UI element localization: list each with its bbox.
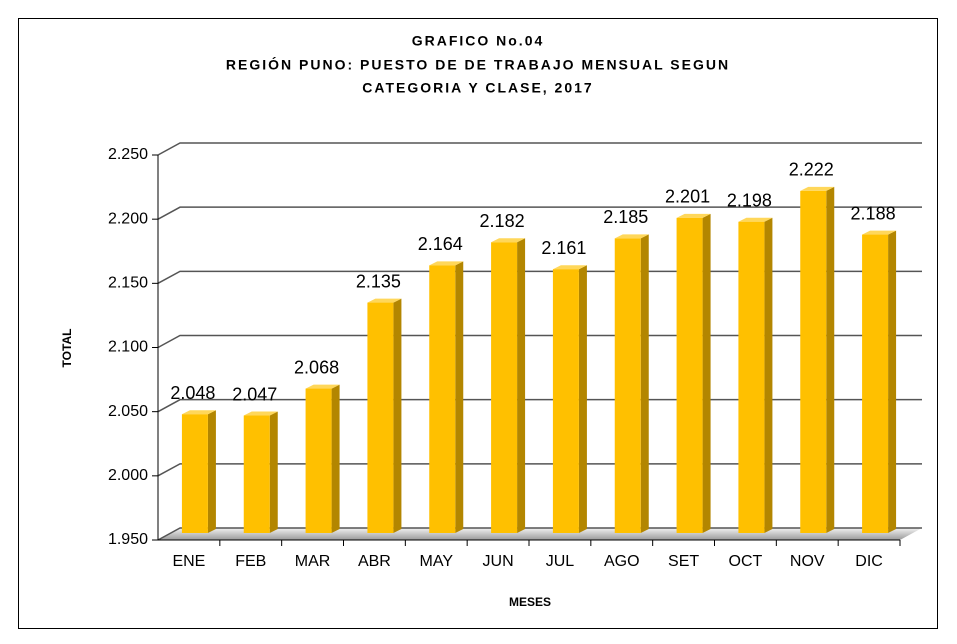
bar: [181, 414, 208, 533]
bar-top: [862, 230, 897, 235]
x-axis-title: MESES: [509, 595, 551, 609]
bar-top: [181, 410, 216, 415]
bar-top: [491, 238, 526, 243]
chart-title: GRAFICO No.04: [412, 33, 545, 49]
x-tick-label: DIC: [855, 553, 883, 570]
grid-line: [157, 206, 922, 220]
bar-side: [640, 234, 649, 533]
bar: [552, 269, 579, 533]
data-label: 2.188: [851, 203, 896, 223]
bar-top: [243, 411, 278, 416]
x-tick-label: FEB: [235, 553, 266, 570]
bar-side: [331, 384, 340, 533]
bar-side: [578, 265, 587, 533]
bar: [676, 217, 703, 533]
grid-line: [157, 527, 922, 541]
chart-title: REGIÓN PUNO: PUESTO DE DE TRABAJO MENSUA…: [226, 56, 730, 73]
y-tick-label: 1.950: [108, 531, 148, 548]
bar: [614, 238, 641, 533]
bar: [429, 265, 456, 533]
bar: [305, 388, 332, 533]
bar-side: [702, 213, 711, 533]
bar-side: [888, 230, 897, 534]
x-tick-label: JUL: [546, 553, 575, 570]
bar-top: [800, 186, 835, 191]
grid-line: [157, 142, 922, 156]
grid-line: [157, 463, 922, 477]
bar: [243, 415, 270, 533]
x-tick-label: ENE: [172, 553, 205, 570]
bar: [862, 234, 889, 534]
x-tick-label: MAR: [295, 553, 331, 570]
chart-frame: [18, 18, 938, 629]
x-tick-label: JUN: [483, 553, 514, 570]
bar-top: [614, 234, 649, 239]
bar-top: [367, 298, 402, 303]
data-label: 2.198: [727, 190, 772, 210]
y-tick-label: 2.250: [108, 146, 148, 163]
grid-line: [157, 398, 922, 413]
bar-top: [676, 213, 711, 218]
x-tick-label: SET: [668, 553, 699, 570]
bar-side: [393, 298, 402, 533]
bar-side: [764, 217, 773, 533]
y-tick-label: 2.000: [108, 467, 148, 484]
data-label: 2.182: [480, 211, 525, 231]
data-label: 2.185: [603, 207, 648, 227]
data-label: 2.048: [170, 383, 215, 403]
bar-side: [826, 186, 835, 533]
y-tick-label: 2.050: [108, 403, 148, 420]
data-label: 2.222: [789, 160, 834, 180]
bar-side: [455, 261, 464, 533]
data-label: 2.161: [541, 238, 586, 258]
data-label: 2.047: [232, 384, 277, 404]
data-label: 2.068: [294, 357, 339, 377]
bar-side: [207, 410, 216, 533]
x-tick-label: NOV: [790, 553, 825, 570]
data-label: 2.201: [665, 187, 710, 207]
bar-top: [738, 217, 773, 222]
y-axis-title: TOTAL: [60, 329, 74, 368]
y-tick-label: 2.100: [108, 339, 148, 356]
x-tick-label: ABR: [358, 553, 391, 570]
bar: [800, 190, 827, 533]
bar-top: [429, 261, 464, 266]
bar-top: [552, 265, 587, 270]
grid-line: [157, 334, 922, 349]
data-label: 2.135: [356, 271, 401, 291]
y-tick-label: 2.200: [108, 210, 148, 227]
bar: [738, 221, 765, 533]
bar-top: [305, 384, 340, 389]
grid-line: [157, 270, 922, 284]
floor: [158, 528, 922, 540]
chart-title: CATEGORIA Y CLASE, 2017: [362, 80, 593, 96]
x-tick-label: MAY: [420, 553, 454, 570]
bar-side: [269, 411, 278, 533]
bar: [367, 302, 394, 533]
data-label: 2.164: [418, 234, 463, 254]
x-tick-label: OCT: [729, 553, 763, 570]
y-tick-label: 2.150: [108, 275, 148, 292]
bar: [491, 242, 518, 533]
x-tick-label: AGO: [604, 553, 640, 570]
bar-side: [517, 238, 526, 533]
